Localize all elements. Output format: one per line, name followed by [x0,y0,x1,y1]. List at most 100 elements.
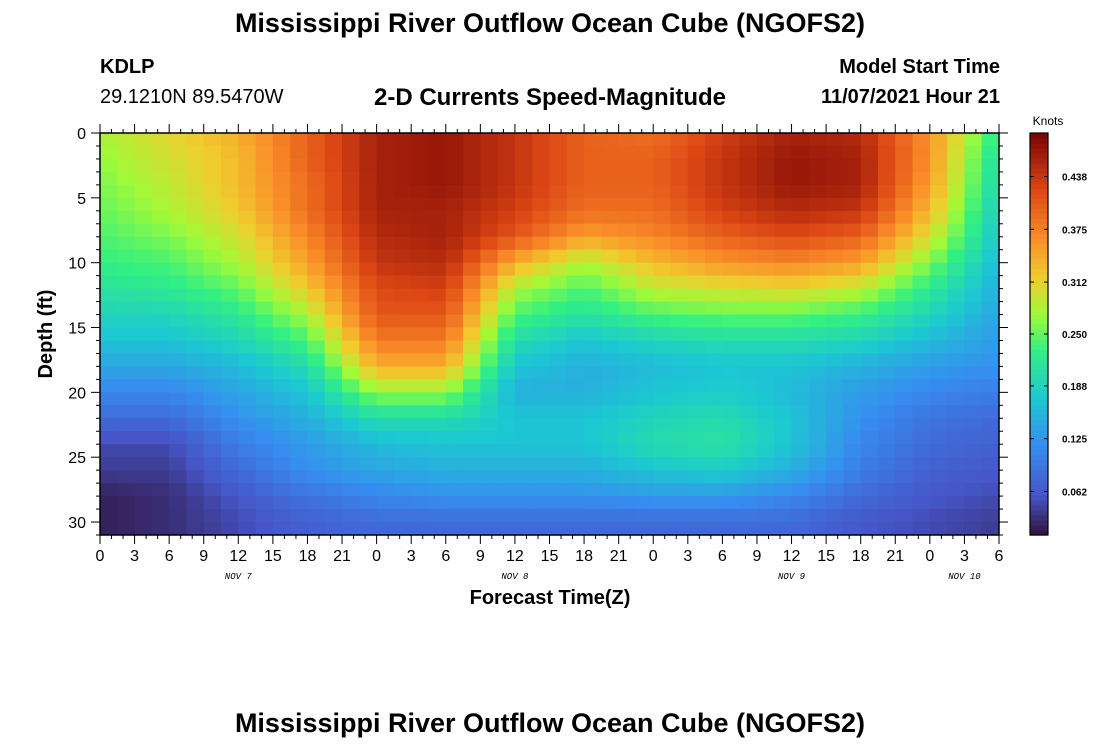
heatmap-cell [411,327,430,342]
heatmap-cell [756,158,775,173]
heatmap-cell [480,353,499,368]
heatmap-cell [877,418,896,432]
heatmap-cell [549,184,568,199]
heatmap-cell [290,522,309,535]
colorbar-segment [1030,344,1048,350]
heatmap-cell [739,171,758,186]
heatmap-cell [635,145,654,160]
heatmap-cell [428,444,447,458]
heatmap-cell [480,457,499,471]
colorbar-segment [1030,298,1048,305]
heatmap-cell [480,522,499,535]
heatmap-cell [895,288,914,303]
heatmap-cell [618,158,637,173]
heatmap-cell [756,314,775,329]
heatmap-cell [151,249,170,264]
heatmap-cell [843,392,862,406]
heatmap-cell [342,197,360,212]
x-tick-label: 0 [925,548,934,565]
heatmap-cell [445,158,464,173]
heatmap-cell [895,496,914,510]
heatmap-cell [497,353,516,368]
heatmap-cell [774,275,793,290]
heatmap-cell [514,340,533,355]
heatmap-cell [324,275,343,290]
heatmap-cell [964,522,983,535]
heatmap-cell [584,223,602,238]
heatmap-cell [601,262,620,277]
heatmap-cell [359,236,378,251]
heatmap-cell [221,171,239,186]
heatmap-cell [117,340,136,355]
heatmap-cell [376,366,395,380]
heatmap-cell [877,522,896,535]
heatmap-cell [549,288,568,303]
heatmap-cell [100,522,118,535]
colorbar-segment [1030,439,1048,446]
heatmap-cell [221,197,239,212]
heatmap-cell [584,496,602,510]
heatmap-cell [169,509,188,523]
heatmap-cell [532,145,551,160]
heatmap-cell [532,444,551,458]
heatmap-cell [601,353,620,368]
colorbar-segment [1030,469,1048,476]
heatmap-cell [290,262,309,277]
heatmap-cell [169,145,188,160]
heatmap-cell [428,288,447,303]
heatmap-cell [549,301,568,316]
heatmap-cell [566,509,585,523]
heatmap-cell [912,275,931,290]
heatmap-cell [307,158,326,173]
heatmap-cell [342,314,360,329]
heatmap-cell [134,288,153,303]
heatmap-cell [255,275,274,290]
heatmap-cell [947,171,966,186]
heatmap-cell [549,197,568,212]
heatmap-cell [100,483,118,497]
heatmap-cell [947,379,966,393]
heatmap-cell [947,184,966,199]
heatmap-cell [895,275,914,290]
heatmap-cell [670,418,689,432]
heatmap-cell [272,314,291,329]
heatmap-cell [584,366,602,380]
heatmap-cell [566,496,585,510]
heatmap-cell [739,301,758,316]
heatmap-cell [618,405,637,419]
colorbar-segment [1030,193,1048,199]
heatmap-cell [964,353,983,368]
heatmap-cell [255,171,274,186]
heatmap-cell [342,249,360,264]
heatmap-cell [186,262,205,277]
heatmap-cell [877,457,896,471]
heatmap-cell [324,366,343,380]
heatmap-cell [808,171,827,186]
x-tick-label: 15 [541,548,559,565]
heatmap-cell [169,522,188,535]
heatmap-cell [895,444,914,458]
colorbar-segment [1030,308,1048,315]
heatmap-cell [860,405,879,419]
heatmap-cell [255,145,274,160]
heatmap-cell [981,236,999,251]
heatmap-cell [255,340,274,355]
heatmap-cell [238,236,257,251]
heatmap-cell [324,158,343,173]
heatmap-cell [912,262,931,277]
heatmap-cell [947,509,966,523]
heatmap-cell [255,431,274,445]
heatmap-cell [532,405,551,419]
heatmap-cell [618,509,637,523]
heatmap-cell [947,210,966,225]
heatmap-cell [151,314,170,329]
heatmap-cell [221,431,239,445]
heatmap-cell [860,392,879,406]
heatmap-cell [964,288,983,303]
heatmap-cell [653,444,672,458]
heatmap-cell [947,405,966,419]
heatmap-cell [566,262,585,277]
heatmap-cell [342,509,360,523]
colorbar-tick-label: 0.312 [1062,278,1087,289]
heatmap-cell [255,262,274,277]
